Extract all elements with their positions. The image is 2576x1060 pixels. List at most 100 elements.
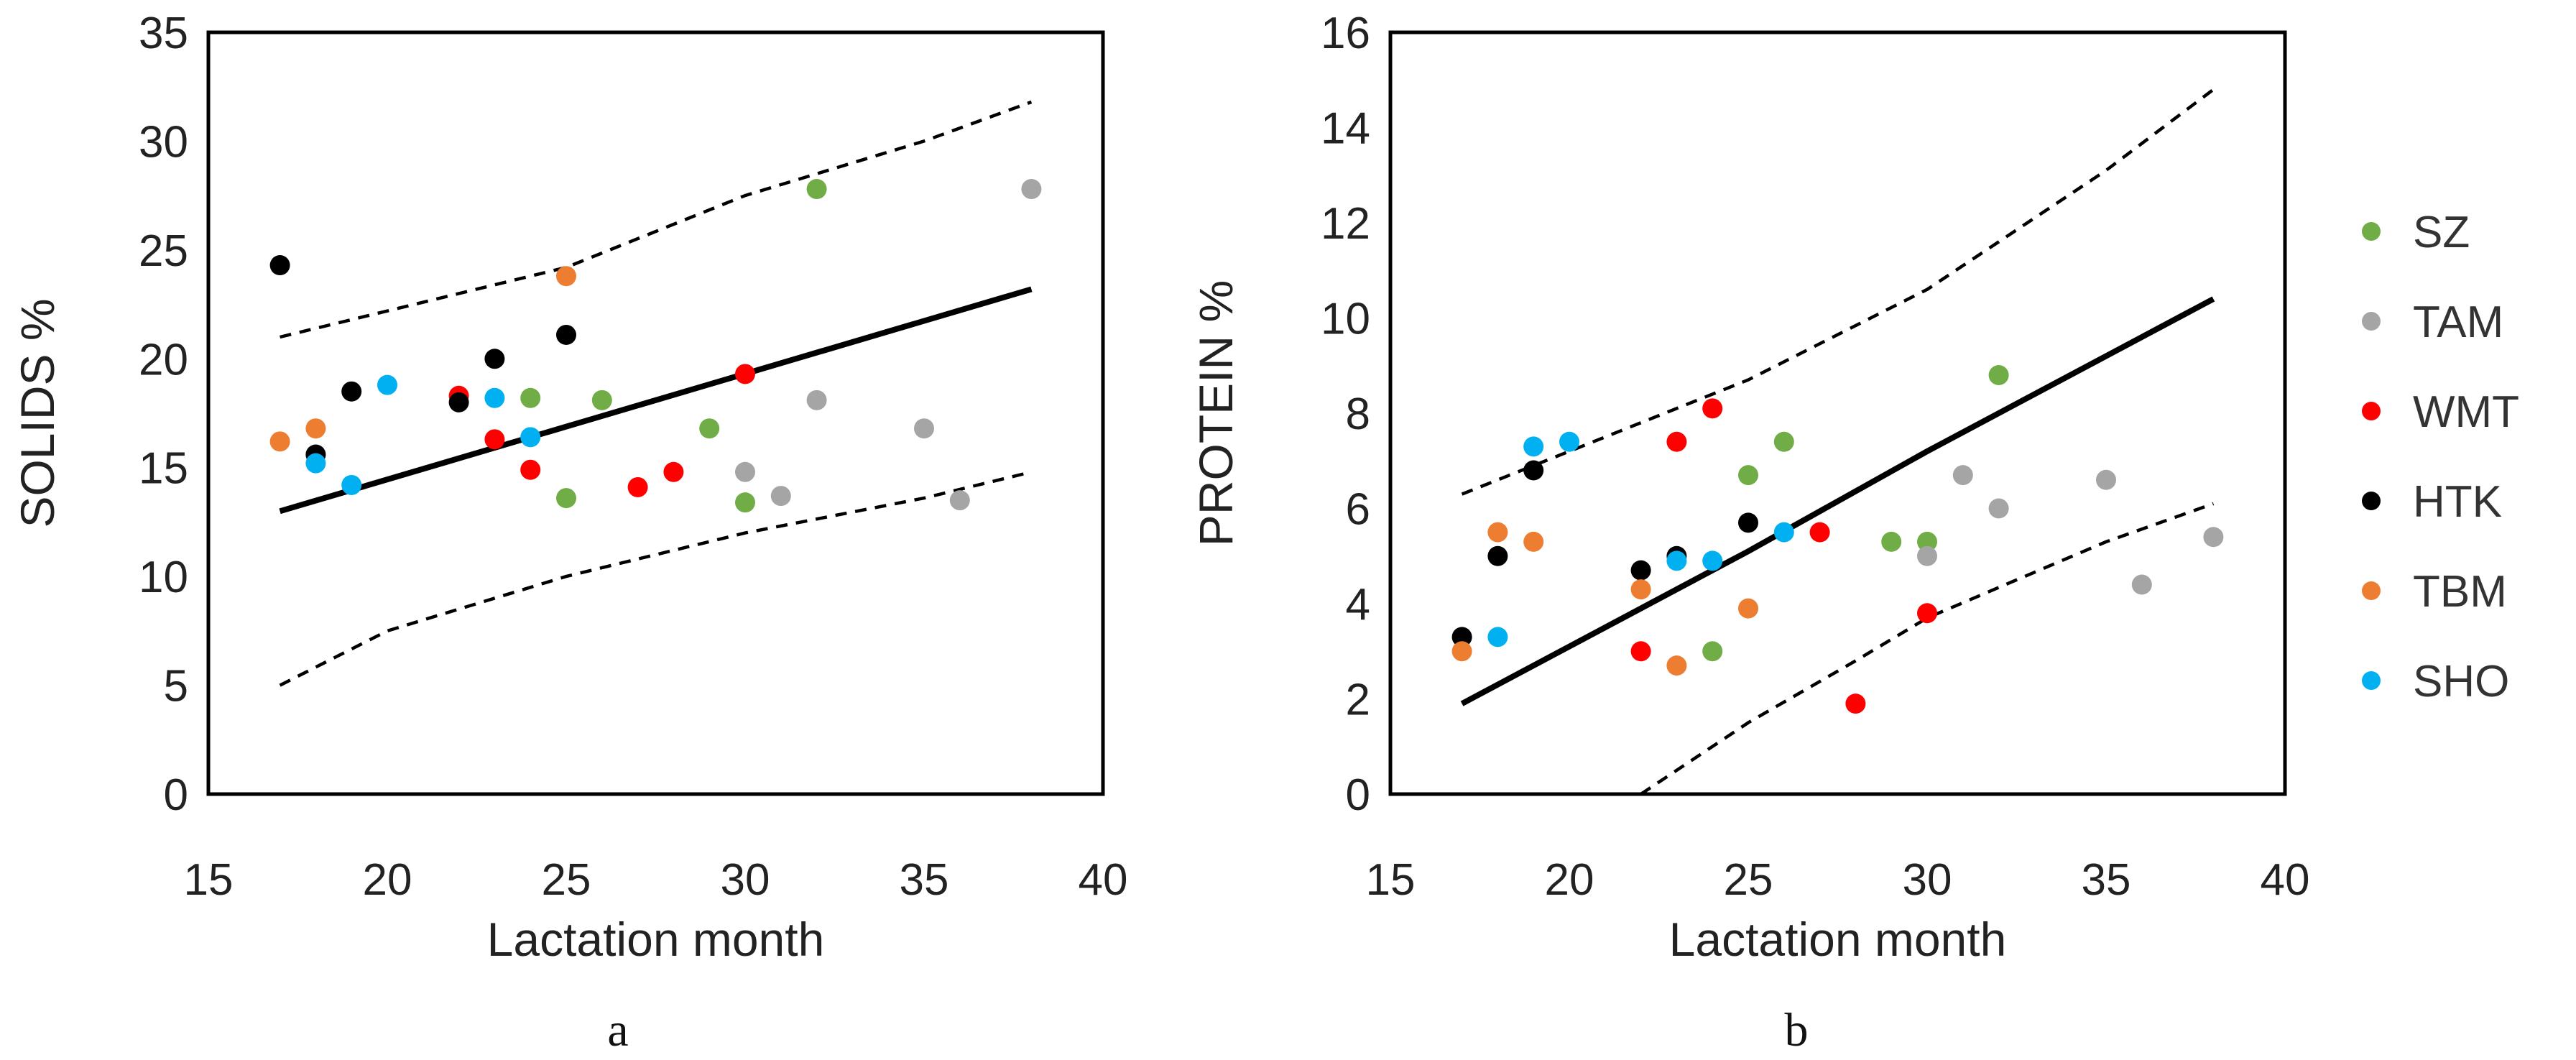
data-point-sz-a (520, 387, 541, 408)
data-point-tbm-b (1523, 531, 1544, 552)
upper-bound-line-a (280, 100, 1033, 339)
panel-a-chart: 0 5 10 15 20 25 30 35 15 20 25 30 35 40 Lactation mont… (11, 9, 1127, 966)
data-point-wmt-a (663, 461, 684, 482)
plot-area-a (206, 30, 1105, 796)
legend-marker-sz (2362, 222, 2381, 241)
data-point-wmt-a (520, 459, 541, 480)
data-point-wmt-b (1702, 398, 1723, 419)
data-point-wmt-b (1809, 522, 1830, 543)
data-point-wmt-a (627, 476, 648, 497)
data-point-tam-a (735, 461, 755, 482)
data-point-sho-b (1702, 550, 1723, 571)
x-tick-a: 15 (184, 855, 234, 905)
legend-label-wmt: WMT (2413, 387, 2519, 437)
data-point-sho-a (377, 374, 397, 395)
data-point-htk-a (556, 324, 576, 345)
data-point-wmt-a (735, 364, 755, 384)
data-point-wmt-b (1666, 431, 1687, 452)
data-point-tam-b (1952, 465, 1973, 486)
y-tick-a: 10 (139, 553, 188, 602)
data-point-tam-a (914, 418, 934, 439)
data-point-wmt-b (1630, 641, 1651, 662)
legend-label-htk: HTK (2413, 477, 2502, 527)
x-tick-a: 40 (1079, 855, 1128, 905)
data-point-htk-a (484, 349, 505, 369)
y-tick-b: 8 (1346, 390, 1370, 439)
x-tick-a: 30 (721, 855, 770, 905)
data-point-sz-b (1738, 465, 1758, 486)
y-tick-a: 15 (139, 444, 188, 494)
data-point-sz-b (1917, 531, 1937, 552)
y-tick-b: 4 (1346, 580, 1370, 630)
y-tick-a: 25 (139, 226, 188, 276)
x-tick-b: 25 (1724, 855, 1773, 905)
data-point-sz-b (1988, 365, 2009, 385)
x-axis-title-a: Lactation month (487, 913, 825, 966)
y-tick-b: 0 (1346, 770, 1370, 820)
legend-marker-sho (2362, 671, 2381, 690)
data-point-htk-a (269, 255, 290, 276)
data-point-tbm-b (1738, 598, 1758, 619)
y-tick-a: 20 (139, 335, 188, 384)
fit-line-b (1460, 296, 2215, 706)
y-axis-title-a: SOLIDS % (11, 298, 64, 527)
legend-label-tam: TAM (2413, 298, 2503, 347)
x-tick-b: 20 (1545, 855, 1594, 905)
data-point-sho-a (484, 387, 505, 408)
x-tick-b: 15 (1366, 855, 1416, 905)
data-point-wmt-b (1917, 603, 1937, 624)
data-point-sz-a (556, 488, 576, 509)
y-tick-a: 35 (139, 9, 188, 58)
x-tick-a: 35 (900, 855, 949, 905)
data-point-htk-b (1487, 545, 1508, 566)
y-tick-b: 2 (1346, 676, 1370, 725)
data-point-tam-a (949, 490, 970, 511)
data-point-tam-a (806, 390, 827, 410)
data-point-sho-b (1773, 522, 1794, 543)
data-point-tbm-b (1487, 522, 1508, 543)
fit-line-a (279, 286, 1033, 515)
x-axis-title-b: Lactation month (1669, 913, 2007, 966)
plot-area-b (1388, 30, 2287, 796)
data-point-wmt-b (1845, 693, 1866, 714)
data-point-tam-a (770, 486, 791, 507)
legend-label-tbm: TBM (2413, 567, 2507, 617)
data-point-tam-b (2203, 527, 2224, 548)
legend: SZ TAM WMT HTK TBM SHO (2362, 208, 2519, 706)
data-point-tbm-b (1630, 579, 1651, 600)
data-point-tam-b (2096, 469, 2116, 490)
y-tick-a: 0 (164, 770, 188, 820)
y-axis-title-b: PROTEIN % (1189, 280, 1242, 546)
data-point-tam-b (1917, 545, 1937, 566)
data-point-sho-b (1559, 431, 1579, 452)
data-point-sho-a (305, 453, 326, 474)
legend-label-sho: SHO (2413, 657, 2509, 706)
data-point-sz-b (1881, 531, 1902, 552)
panel-b-label: b (1785, 1004, 1809, 1056)
data-point-tbm-b (1666, 655, 1687, 676)
data-point-sho-a (341, 474, 362, 495)
panel-a-label: a (607, 1004, 628, 1056)
y-tick-a: 5 (164, 662, 188, 711)
data-point-htk-a (341, 381, 362, 402)
data-point-htk-a (448, 392, 469, 413)
data-point-sz-a (699, 418, 720, 439)
upper-bound-line-b (1461, 88, 2215, 496)
legend-marker-htk (2362, 492, 2381, 510)
data-point-tam-b (1988, 498, 2009, 519)
x-tick-b: 30 (1903, 855, 1952, 905)
legend-marker-wmt (2362, 402, 2381, 420)
y-tick-a: 30 (139, 117, 188, 167)
data-point-sho-a (520, 427, 541, 448)
data-point-htk-b (1738, 512, 1758, 533)
data-point-htk-b (1523, 460, 1544, 481)
data-point-tam-b (2131, 574, 2152, 595)
data-point-wmt-a (484, 429, 505, 450)
data-point-tbm-a (269, 431, 290, 452)
data-point-sz-a (806, 179, 827, 200)
y-tick-b: 12 (1321, 199, 1370, 249)
y-tick-b: 16 (1321, 9, 1370, 58)
y-tick-b: 6 (1346, 485, 1370, 535)
y-tick-b: 14 (1321, 104, 1370, 154)
